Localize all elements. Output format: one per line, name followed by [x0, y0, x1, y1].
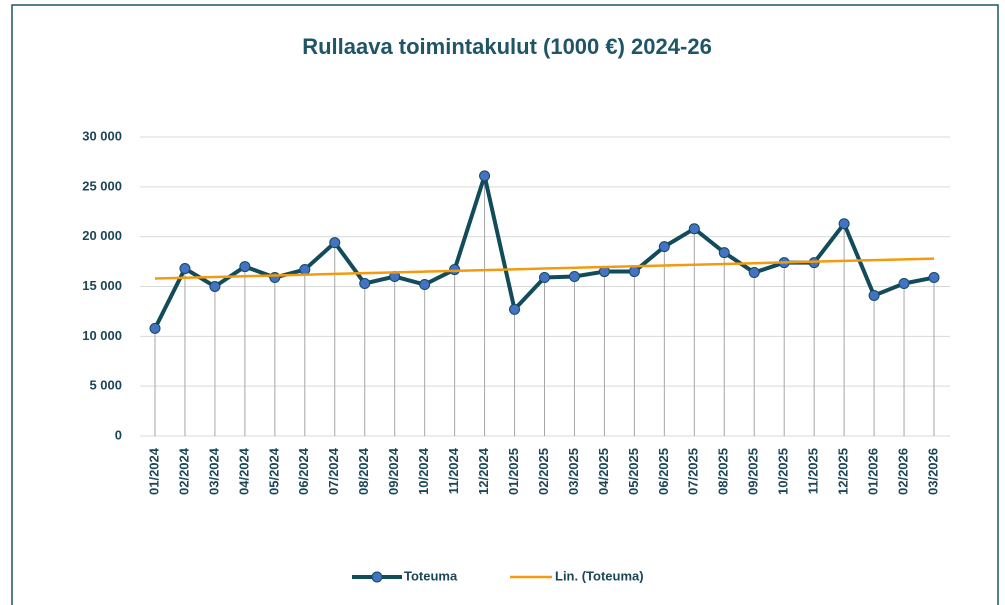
marker — [718, 247, 730, 259]
marker — [748, 267, 760, 279]
marker — [688, 223, 700, 235]
legend-label: Lin. (Toteuma) — [555, 568, 644, 583]
series-line — [154, 257, 935, 280]
y-tick-label: 0 — [115, 427, 122, 442]
x-tick-label: 06/2025 — [656, 448, 671, 495]
x-tick-label: 02/2026 — [895, 448, 910, 495]
x-tick-label: 09/2025 — [746, 448, 761, 495]
y-tick-label: 25 000 — [82, 178, 122, 193]
y-tick-label: 15 000 — [82, 278, 122, 293]
x-tick-label: 10/2025 — [776, 448, 791, 495]
y-tick-label: 20 000 — [82, 228, 122, 243]
marker — [658, 241, 670, 253]
marker — [568, 271, 580, 283]
y-tick-label: 30 000 — [82, 128, 122, 143]
x-tick-label: 11/2024 — [446, 447, 461, 494]
marker — [479, 170, 491, 182]
x-tick-label: 01/2025 — [506, 448, 521, 495]
marker — [509, 303, 521, 315]
x-tick-label: 12/2025 — [836, 448, 851, 495]
x-tick-label: 05/2024 — [266, 447, 281, 495]
x-tick-label: 03/2025 — [566, 448, 581, 495]
x-tick-label: 07/2024 — [326, 447, 341, 495]
x-tick-label: 05/2025 — [626, 448, 641, 495]
x-tick-label: 12/2024 — [476, 447, 491, 495]
x-tick-label: 01/2024 — [146, 447, 161, 495]
marker — [269, 272, 281, 284]
marker — [898, 278, 910, 290]
legend-marker — [371, 571, 383, 583]
x-tick-label: 04/2025 — [596, 448, 611, 495]
y-tick-label: 10 000 — [82, 328, 122, 343]
chart-title: Rullaava toimintakulut (1000 €) 2024-26 — [302, 34, 712, 59]
x-tick-label: 06/2024 — [296, 447, 311, 495]
x-tick-label: 02/2025 — [536, 448, 551, 495]
chart-frame — [11, 4, 999, 605]
marker — [628, 266, 640, 278]
x-tick-label: 11/2025 — [806, 448, 821, 494]
x-tick-label: 04/2024 — [236, 447, 251, 495]
marker — [179, 263, 191, 275]
x-tick-label: 09/2024 — [386, 447, 401, 495]
x-tick-label: 10/2024 — [416, 447, 431, 495]
marker — [149, 322, 161, 334]
x-tick-label: 02/2024 — [176, 447, 191, 495]
marker — [299, 264, 311, 276]
y-tick-label: 5 000 — [89, 378, 122, 393]
x-tick-label: 08/2025 — [716, 448, 731, 495]
marker — [928, 272, 940, 284]
x-tick-label: 07/2025 — [686, 448, 701, 495]
legend-label: Toteuma — [404, 568, 458, 583]
marker — [329, 237, 341, 249]
marker — [419, 279, 431, 291]
x-tick-label: 08/2024 — [356, 447, 371, 495]
marker — [539, 272, 550, 284]
x-tick-label: 03/2026 — [925, 448, 940, 495]
marker — [209, 281, 221, 292]
marker — [359, 278, 371, 290]
marker — [239, 261, 251, 273]
x-tick-label: 03/2024 — [206, 447, 221, 495]
x-tick-label: 01/2026 — [866, 448, 881, 495]
marker — [838, 218, 850, 230]
marker — [868, 289, 880, 301]
